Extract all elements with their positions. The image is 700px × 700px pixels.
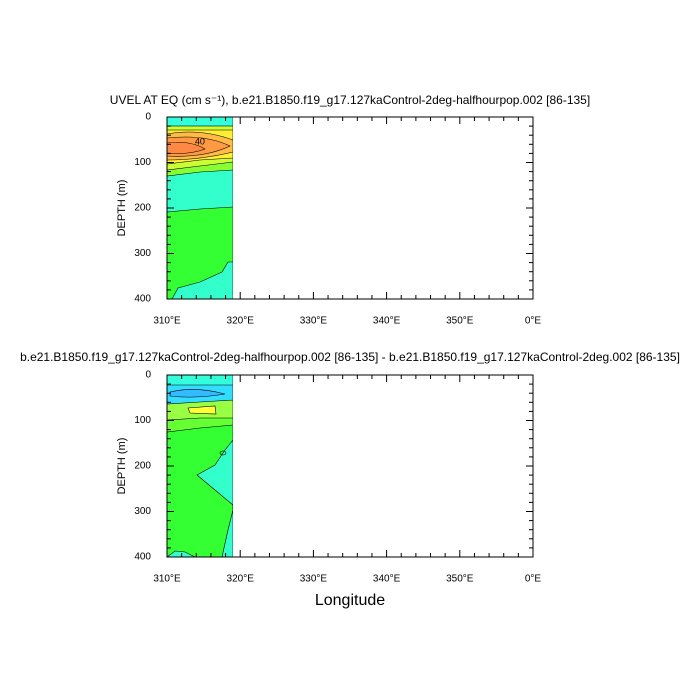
chart-title: UVEL AT EQ (cm s⁻¹), b.e21.B1850.f19_g17… [110,93,590,107]
contour-label: 40 [195,136,205,146]
y-tick-label: 100 [134,157,151,168]
chart-title: b.e21.B1850.f19_g17.127kaControl-2deg-ha… [20,350,680,364]
y-tick-label: 0 [145,370,151,381]
contour-fill-top [166,116,533,300]
x-tick-label: 330°E [300,316,328,327]
x-tick-label: 350°E [446,574,474,585]
x-tick-label: 350°E [446,316,474,327]
x-tick-label: 0°E [525,316,542,327]
x-tick-label: 330°E [300,574,328,585]
y-axis-label: DEPTH (m) [116,438,128,495]
x-tick-label: 310°E [153,574,181,585]
y-tick-label: 300 [134,506,151,517]
y-tick-label: 100 [134,415,151,426]
x-tick-label: 320°E [227,316,255,327]
x-tick-label: 340°E [373,316,401,327]
contour-fill-bottom [166,374,533,558]
y-tick-label: 400 [134,294,151,305]
y-tick-label: 0 [145,112,151,123]
y-tick-label: 400 [134,552,151,563]
x-tick-label: 310°E [153,316,181,327]
x-tick-label: 340°E [373,574,401,585]
x-tick-label: 320°E [227,574,255,585]
y-axis-label: DEPTH (m) [116,180,128,237]
y-tick-label: 300 [134,248,151,259]
y-tick-label: 200 [134,203,151,214]
x-tick-label: 0°E [525,574,542,585]
x-axis-label: Longitude [315,592,385,609]
y-tick-label: 200 [134,461,151,472]
